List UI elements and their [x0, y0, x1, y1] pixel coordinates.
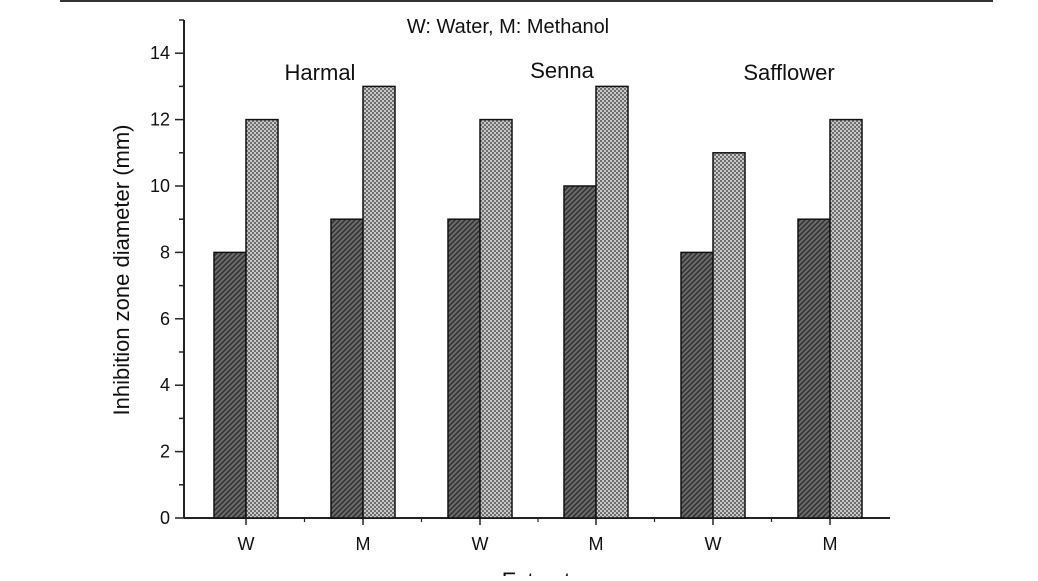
- y-tick-label: 12: [150, 110, 170, 130]
- bar-first-series: [680, 251, 714, 519]
- bar-second-series: [829, 118, 863, 519]
- x-tick-label: W: [238, 534, 255, 554]
- y-tick-label: 2: [160, 442, 170, 462]
- bar-second-series: [362, 85, 396, 519]
- y-tick-label: 0: [160, 508, 170, 528]
- y-tick-label: 4: [160, 375, 170, 395]
- axes: [183, 20, 890, 519]
- group-label-safflower: Safflower: [743, 60, 834, 85]
- x-tick-label: M: [356, 534, 371, 554]
- y-tick-label: 10: [150, 176, 170, 196]
- x-tick-label: W: [472, 534, 489, 554]
- bar-first-series: [447, 218, 481, 519]
- bar-second-series: [245, 118, 279, 519]
- x-tick-label: W: [705, 534, 722, 554]
- x-axis-label: Extract: [502, 568, 570, 576]
- y-tick-label: 6: [160, 309, 170, 329]
- chart-annotation: W: Water, M: Methanol: [407, 16, 609, 38]
- bar-second-series: [712, 152, 746, 519]
- y-tick-label: 14: [150, 43, 170, 63]
- bar-first-series: [797, 218, 831, 519]
- bar-second-series: [479, 118, 513, 519]
- ticks: 0 2 4 6 8 10 12 14 W M W M W M: [150, 19, 838, 554]
- y-tick-label: 8: [160, 242, 170, 262]
- bar-first-series: [330, 218, 364, 519]
- group-label-harmal: Harmal: [285, 60, 356, 85]
- x-tick-label: M: [589, 534, 604, 554]
- bar-second-series: [595, 85, 629, 519]
- bar-first-series: [213, 251, 247, 519]
- y-axis-label: Inhibition zone diameter (mm): [109, 124, 134, 415]
- group-label-senna: Senna: [530, 58, 594, 83]
- bars: [213, 85, 863, 519]
- bar-first-series: [563, 185, 597, 519]
- x-tick-label: M: [823, 534, 838, 554]
